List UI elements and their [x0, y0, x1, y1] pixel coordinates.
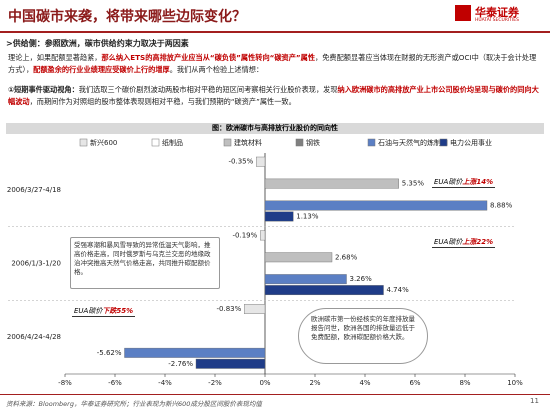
- bar: [195, 358, 266, 369]
- body-text: 理论上，如果配额显著趋紧，: [8, 53, 102, 62]
- x-tick-label: 8%: [459, 379, 470, 387]
- bar: [256, 156, 266, 167]
- legend-label: 石油与天然气的炼制和: [378, 138, 448, 147]
- bar: [260, 230, 266, 241]
- source: 资料来源：Bloomberg，华泰证券研究所；行业表现为新兴600成分股区间股价…: [6, 400, 262, 408]
- value-label: -5.62%: [97, 349, 122, 357]
- annotation: EUA碳价上涨22%: [432, 237, 496, 248]
- legend-swatch: [439, 138, 448, 147]
- highlight-text: 配额盈余的行业业绩理应受碳价上行的增厚: [33, 65, 170, 74]
- body-text: ，而期间作为对照组的股市整体表现则相对平稳，与我们预期的“碳资产”属性一致。: [29, 97, 296, 106]
- value-label: -2.76%: [168, 360, 193, 368]
- body-text: 我们选取三个碳价剧烈波动两股市相对平稳的短区间考察相关行业股价表现，发现: [78, 85, 338, 94]
- x-tick-label: -4%: [158, 379, 172, 387]
- value-label: 1.13%: [296, 212, 319, 220]
- paragraph: 理论上，如果配额显著趋紧，那么纳入ETS的高排放产业应当从“碳负债”属性转向“碳…: [8, 52, 542, 76]
- highlight-text: 那么纳入ETS的高排放产业应当从“碳负债”属性转向“碳资产”属性: [101, 53, 316, 62]
- bar: [264, 252, 333, 263]
- value-label: 5.35%: [402, 180, 425, 188]
- legend-label: 纸制品: [162, 138, 183, 147]
- highlight-text: 纳入欧洲碳市的高排放产业上市公司股价均呈现与碳价的同向大幅波动: [8, 85, 539, 106]
- logo-icon: [455, 5, 471, 21]
- bar: [264, 285, 384, 296]
- x-tick-label: 4%: [359, 379, 370, 387]
- legend-label: 建筑材料: [234, 138, 262, 147]
- x-tick-label: 10%: [507, 379, 523, 387]
- bar: [264, 211, 294, 222]
- bar: [244, 304, 266, 314]
- bar: [124, 347, 266, 358]
- value-label: 4.74%: [387, 286, 410, 294]
- legend-label: 电力公用事业: [450, 138, 492, 147]
- legend-swatch: [295, 138, 304, 147]
- footer-rule: [0, 394, 550, 395]
- legend-swatch: [79, 138, 88, 147]
- value-label: 2.68%: [335, 253, 358, 261]
- logo-en: HUATAI SECURITIES: [475, 18, 520, 23]
- value-label: -0.83%: [216, 305, 241, 313]
- note-box: 欧洲碳市第一份经核实的年度排放量报告问世，欧洲各国的排放量远低于免费配额，欧洲碳…: [298, 308, 428, 365]
- annotation: EUA碳价上涨14%: [432, 177, 496, 188]
- value-label: 3.26%: [350, 275, 373, 283]
- x-tick-label: 6%: [409, 379, 420, 387]
- body-text: 。我们从两个检验上述情想：: [169, 65, 264, 74]
- annotation: EUA碳价下跌55%: [72, 306, 136, 318]
- legend-label: 新兴600: [90, 138, 117, 147]
- x-tick-label: 0%: [259, 379, 270, 387]
- legend-swatch: [223, 138, 232, 147]
- category-label: 2006/1/3-1/20: [11, 260, 61, 268]
- paragraph: ①短期事件驱动视角：我们选取三个碳价剧烈波动两股市相对平稳的短区间考察相关行业股…: [8, 84, 542, 108]
- bar: [264, 178, 399, 189]
- x-tick-label: 2%: [309, 379, 320, 387]
- category-label: 2006/4/24-4/28: [7, 333, 61, 341]
- body-text: ①短期事件驱动视角：: [8, 85, 79, 94]
- legend-label: 钢铁: [306, 138, 320, 147]
- slide-title: 中国碳市来袭，将带来哪些边际变化？: [8, 9, 246, 25]
- annotation-label: EUA碳价: [74, 307, 103, 316]
- figure-title: 图：欧洲碳市与高排放行业股价的同向性: [6, 123, 544, 134]
- annotation-label: EUA碳价: [434, 178, 463, 186]
- category-label: 2006/3/27-4/18: [7, 186, 61, 194]
- logo-text: 华泰证券: [475, 6, 519, 19]
- bar: [264, 200, 488, 211]
- bar: [264, 274, 347, 285]
- annotation-change: 上涨22%: [462, 237, 494, 246]
- annotation-label: EUA碳价: [434, 237, 463, 246]
- x-tick-label: -8%: [58, 379, 72, 387]
- legend-swatch: [151, 138, 160, 147]
- legend-swatch: [367, 138, 376, 147]
- value-label: -0.35%: [228, 158, 253, 166]
- value-label: 8.88%: [490, 202, 513, 210]
- section-heading: >供给侧：参照欧洲，碳市供给约束力取决于两因素: [6, 39, 189, 48]
- value-label: -0.19%: [232, 231, 257, 239]
- page-number: 11: [530, 397, 539, 405]
- body-text: ，免费配额显著应当体现在财报的无形资产或OCI中（取决于会计处理方式），: [8, 53, 537, 74]
- note-box: 受强寒潮和暴风雪导致的异常低温天气影响，推高价格走高，同时俄罗斯与乌克兰交恶的地…: [70, 236, 220, 289]
- x-tick-label: -6%: [108, 379, 122, 387]
- annotation-change: 下跌55%: [102, 307, 134, 316]
- annotation-change: 上涨14%: [462, 178, 494, 186]
- x-tick-label: -2%: [208, 379, 222, 387]
- header-rule: [0, 31, 550, 33]
